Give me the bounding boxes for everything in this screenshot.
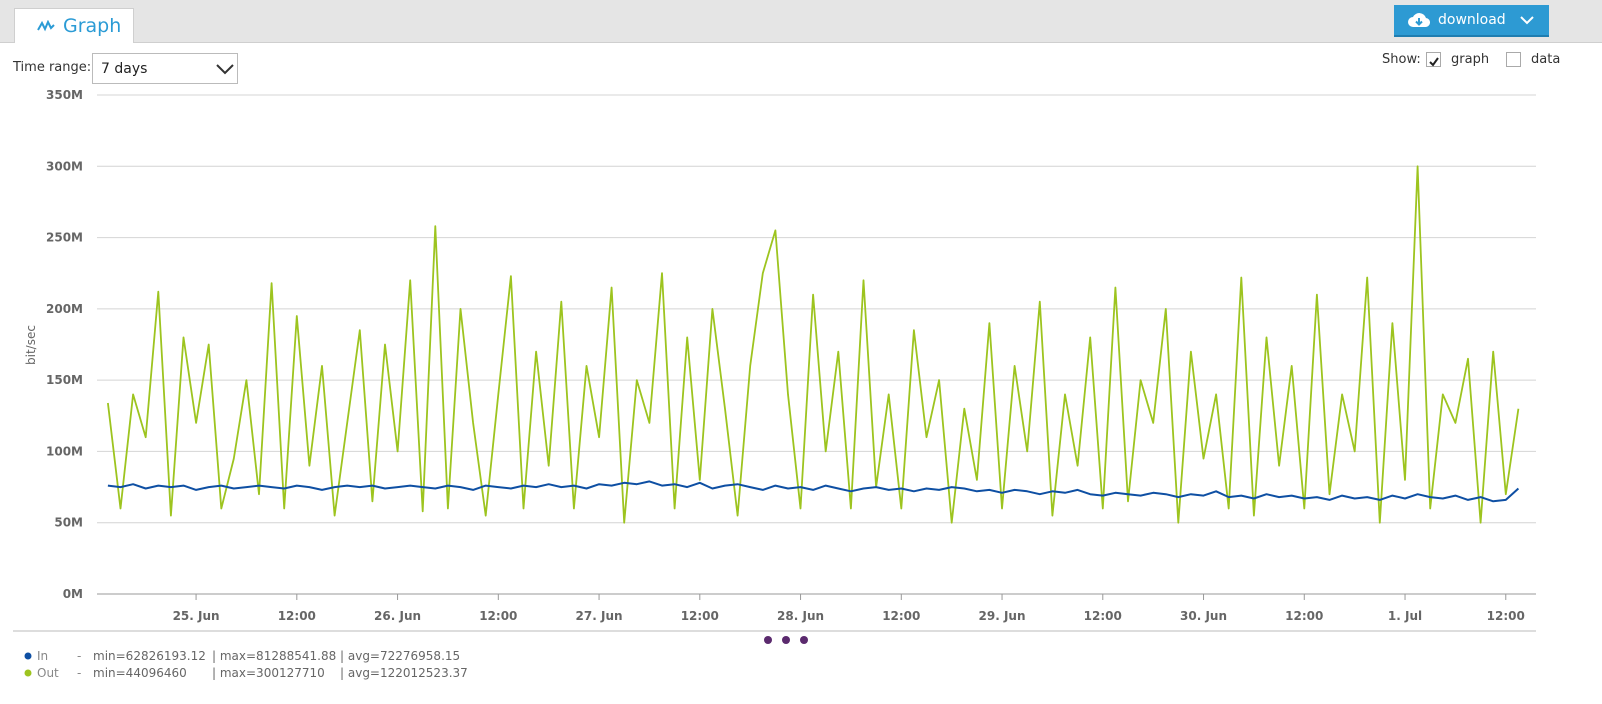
x-tick-label: 27. Jun	[576, 609, 623, 623]
y-tick-label: 0M	[63, 587, 83, 601]
legend-stat: | avg=72276958.15	[340, 649, 460, 663]
legend-dash: -	[77, 666, 81, 680]
legend-swatch	[24, 652, 32, 660]
x-tick-label: 30. Jun	[1180, 609, 1227, 623]
x-tick-label: 12:00	[1285, 609, 1323, 623]
download-button[interactable]: download	[1394, 5, 1549, 37]
legend-name: In	[37, 649, 48, 663]
x-tick-label: 12:00	[681, 609, 719, 623]
x-tick-label: 1. Jul	[1388, 609, 1422, 623]
legend-stat: | avg=122012523.37	[340, 666, 468, 680]
y-tick-label: 250M	[46, 231, 83, 245]
data-checkbox[interactable]	[1506, 52, 1521, 67]
legend-dash: -	[77, 649, 81, 663]
series-line	[107, 480, 1520, 503]
time-range-select[interactable]: 7 days	[92, 53, 238, 84]
y-tick-label: 300M	[46, 159, 83, 173]
x-tick-label: 26. Jun	[374, 609, 421, 623]
legend-name: Out	[37, 666, 59, 680]
y-tick-label: 50M	[54, 516, 83, 530]
x-tick-label: 12:00	[1487, 609, 1525, 623]
graph-icon	[37, 20, 55, 32]
legend-stat: min=62826193.12	[93, 649, 206, 663]
y-axis-label: bit/sec	[24, 325, 38, 365]
y-tick-label: 200M	[46, 302, 83, 316]
x-tick-label: 28. Jun	[777, 609, 824, 623]
graph-tab[interactable]: Graph	[14, 8, 134, 43]
time-range-label: Time range:	[13, 60, 92, 75]
x-tick-label: 12:00	[479, 609, 517, 623]
chevron	[1519, 16, 1534, 25]
legend-stat: | max=81288541.88	[212, 649, 336, 663]
legend-entry[interactable]: Out - min=44096460 | max=300127710 | avg=122…	[24, 666, 468, 680]
tab-label: Graph	[63, 15, 122, 37]
y-tick-label: 100M	[46, 444, 83, 458]
select-value: 7 days	[101, 61, 148, 77]
x-tick-label: 12:00	[882, 609, 920, 623]
x-tick-label: 12:00	[278, 609, 316, 623]
x-tick-label: 12:00	[1084, 609, 1122, 623]
page-dot[interactable]	[800, 636, 808, 644]
y-tick-label: 150M	[46, 373, 83, 387]
select-chevron	[216, 64, 234, 75]
download-label: download	[1438, 12, 1506, 28]
legend-stat: min=44096460	[93, 666, 187, 680]
show-label: Show:	[1382, 52, 1421, 67]
top-bar	[0, 0, 1602, 43]
page-dot[interactable]	[782, 636, 790, 644]
x-tick-label: 25. Jun	[173, 609, 220, 623]
legend-swatch	[24, 669, 32, 677]
series-line	[107, 165, 1520, 524]
graph-checkbox[interactable]	[1426, 52, 1441, 67]
graph-option: graph	[1451, 52, 1490, 67]
y-tick-label: 350M	[46, 88, 83, 102]
page-dot[interactable]	[764, 636, 772, 644]
data-option: data	[1531, 52, 1561, 67]
legend-entry[interactable]: In - min=62826193.12 | max=81288541.88 | avg…	[24, 649, 461, 663]
legend-stat: | max=300127710	[212, 666, 325, 680]
cloud-icon	[1408, 13, 1430, 28]
x-tick-label: 29. Jun	[979, 609, 1026, 623]
check-mark	[1429, 57, 1439, 67]
